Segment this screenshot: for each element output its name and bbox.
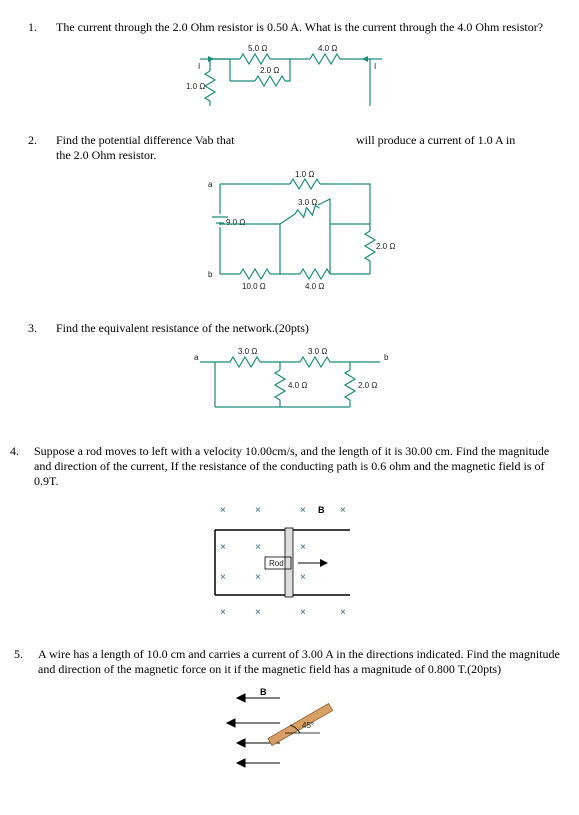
svg-text:×: ×: [220, 505, 226, 516]
q1-circuit: 5.0 Ω 4.0 Ω 2.0 Ω 1.0 Ω I I: [10, 41, 569, 115]
q3-a: a: [194, 353, 199, 362]
b-arrows: [227, 694, 280, 767]
svg-text:×: ×: [300, 607, 306, 618]
q1-i-left: I: [198, 62, 200, 71]
q4-number: 4.: [10, 444, 34, 459]
q3-r1: 3.0 Ω: [238, 347, 257, 356]
q2-r-bl: 10.0 Ω: [242, 282, 266, 291]
q3-r3: 4.0 Ω: [288, 381, 307, 390]
q4-B: B: [318, 505, 325, 515]
question-5: 5. A wire has a length of 10.0 cm and ca…: [10, 647, 569, 777]
q2-r-top: 1.0 Ω: [295, 170, 314, 179]
svg-text:×: ×: [255, 572, 261, 583]
q1-r-1: 1.0 Ω: [186, 82, 205, 91]
svg-text:×: ×: [255, 607, 261, 618]
svg-text:×: ×: [300, 542, 306, 553]
q3-r2: 3.0 Ω: [308, 347, 327, 356]
q5-B: B: [260, 687, 267, 697]
svg-text:×: ×: [220, 542, 226, 553]
q2-r-br: 4.0 Ω: [305, 282, 324, 291]
q4-diagram: × × × × × × × × × × × × × × B Rod: [10, 495, 569, 629]
q3-text: Find the equivalent resistance of the ne…: [56, 321, 569, 336]
q3-circuit: a 3.0 Ω 3.0 Ω b 4.0 Ω 2.0 Ω: [10, 342, 569, 426]
question-2: 2. Find the potential difference Vab tha…: [10, 133, 569, 303]
question-4: 4. Suppose a rod moves to left with a ve…: [10, 444, 569, 629]
svg-text:×: ×: [300, 505, 306, 516]
q2-r-right: 2.0 Ω: [376, 242, 395, 251]
q3-r4: 2.0 Ω: [358, 381, 377, 390]
q2-a: a: [208, 180, 213, 189]
q3-number: 3.: [10, 321, 56, 336]
svg-text:×: ×: [255, 542, 261, 553]
svg-text:×: ×: [340, 607, 346, 618]
svg-text:×: ×: [220, 572, 226, 583]
q2-r-mid: 3.0 Ω: [298, 198, 317, 207]
q5-angle: 45°: [302, 721, 314, 730]
q5-diagram: B 45°: [10, 683, 569, 777]
q2-text-a: Find the potential difference Vab that: [56, 133, 246, 148]
question-1: 1. The current through the 2.0 Ohm resis…: [10, 20, 569, 115]
q4-text: Suppose a rod moves to left with a veloc…: [34, 444, 569, 489]
q1-number: 1.: [10, 20, 56, 35]
q3-b: b: [384, 353, 389, 362]
svg-text:×: ×: [300, 572, 306, 583]
q2-text-c: the 2.0 Ohm resistor.: [56, 148, 569, 163]
q1-i-right: I: [374, 62, 376, 71]
q2-b: b: [208, 270, 213, 279]
q1-r-4: 4.0 Ω: [318, 44, 337, 53]
q1-r-2: 2.0 Ω: [260, 66, 279, 75]
q2-circuit: 1.0 Ω a 9.0 Ω b 3.0 Ω 2.0 Ω 10.: [10, 169, 569, 303]
q2-src: 9.0 Ω: [226, 218, 245, 227]
q5-number: 5.: [10, 647, 38, 662]
svg-text:×: ×: [340, 505, 346, 516]
question-3: 3. Find the equivalent resistance of the…: [10, 321, 569, 426]
q2-text-b: will produce a current of 1.0 A in: [356, 133, 569, 148]
q4-rod-label: Rod: [269, 559, 284, 568]
q5-text: A wire has a length of 10.0 cm and carri…: [38, 647, 569, 677]
q2-number: 2.: [10, 133, 56, 148]
q1-text: The current through the 2.0 Ohm resistor…: [56, 20, 569, 35]
q1-r-5: 5.0 Ω: [248, 44, 267, 53]
svg-text:×: ×: [255, 505, 261, 516]
svg-text:×: ×: [220, 607, 226, 618]
